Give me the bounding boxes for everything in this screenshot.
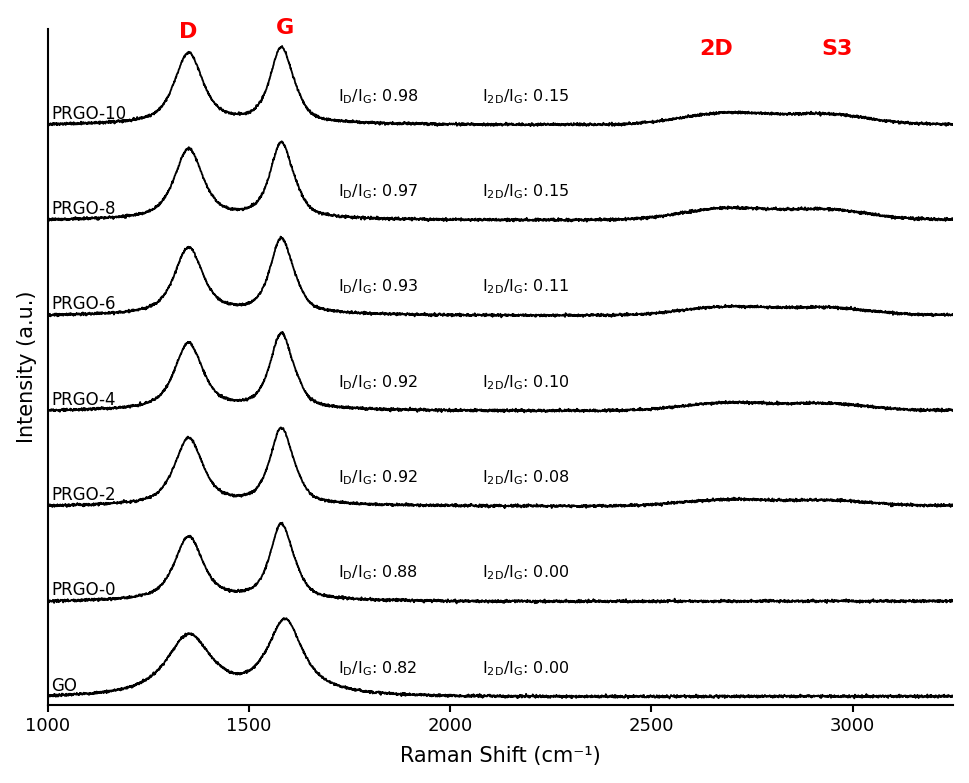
Text: PRGO-8: PRGO-8 — [51, 200, 115, 218]
Text: PRGO-4: PRGO-4 — [51, 391, 115, 409]
Text: $\mathregular{I_{2D}/I_G}$: 0.10: $\mathregular{I_{2D}/I_G}$: 0.10 — [482, 373, 569, 392]
Text: PRGO-2: PRGO-2 — [51, 486, 115, 504]
Text: $\mathregular{I_D/I_G}$: 0.93: $\mathregular{I_D/I_G}$: 0.93 — [337, 278, 418, 296]
Text: $\mathregular{I_D/I_G}$: 0.88: $\mathregular{I_D/I_G}$: 0.88 — [337, 564, 417, 583]
Text: S3: S3 — [820, 39, 852, 60]
Text: PRGO-0: PRGO-0 — [51, 582, 115, 600]
Text: PRGO-6: PRGO-6 — [51, 295, 115, 313]
Y-axis label: Intensity (a.u.): Intensity (a.u.) — [16, 290, 37, 443]
Text: $\mathregular{I_D/I_G}$: 0.82: $\mathregular{I_D/I_G}$: 0.82 — [337, 659, 417, 677]
Text: 2D: 2D — [699, 39, 732, 60]
Text: $\mathregular{I_{2D}/I_G}$: 0.11: $\mathregular{I_{2D}/I_G}$: 0.11 — [482, 278, 569, 296]
Text: $\mathregular{I_D/I_G}$: 0.92: $\mathregular{I_D/I_G}$: 0.92 — [337, 373, 417, 392]
Text: $\mathregular{I_{2D}/I_G}$: 0.15: $\mathregular{I_{2D}/I_G}$: 0.15 — [482, 182, 569, 201]
Text: $\mathregular{I_D/I_G}$: 0.97: $\mathregular{I_D/I_G}$: 0.97 — [337, 182, 417, 201]
Text: PRGO-10: PRGO-10 — [51, 105, 126, 123]
Text: $\mathregular{I_{2D}/I_G}$: 0.00: $\mathregular{I_{2D}/I_G}$: 0.00 — [482, 659, 569, 677]
Text: $\mathregular{I_{2D}/I_G}$: 0.00: $\mathregular{I_{2D}/I_G}$: 0.00 — [482, 564, 569, 583]
X-axis label: Raman Shift (cm⁻¹): Raman Shift (cm⁻¹) — [400, 746, 601, 767]
Text: GO: GO — [51, 677, 77, 695]
Text: $\mathregular{I_D/I_G}$: 0.92: $\mathregular{I_D/I_G}$: 0.92 — [337, 468, 417, 487]
Text: D: D — [179, 23, 198, 42]
Text: $\mathregular{I_{2D}/I_G}$: 0.08: $\mathregular{I_{2D}/I_G}$: 0.08 — [482, 468, 570, 487]
Text: G: G — [276, 18, 294, 38]
Text: $\mathregular{I_D/I_G}$: 0.98: $\mathregular{I_D/I_G}$: 0.98 — [337, 87, 418, 106]
Text: $\mathregular{I_{2D}/I_G}$: 0.15: $\mathregular{I_{2D}/I_G}$: 0.15 — [482, 87, 569, 106]
